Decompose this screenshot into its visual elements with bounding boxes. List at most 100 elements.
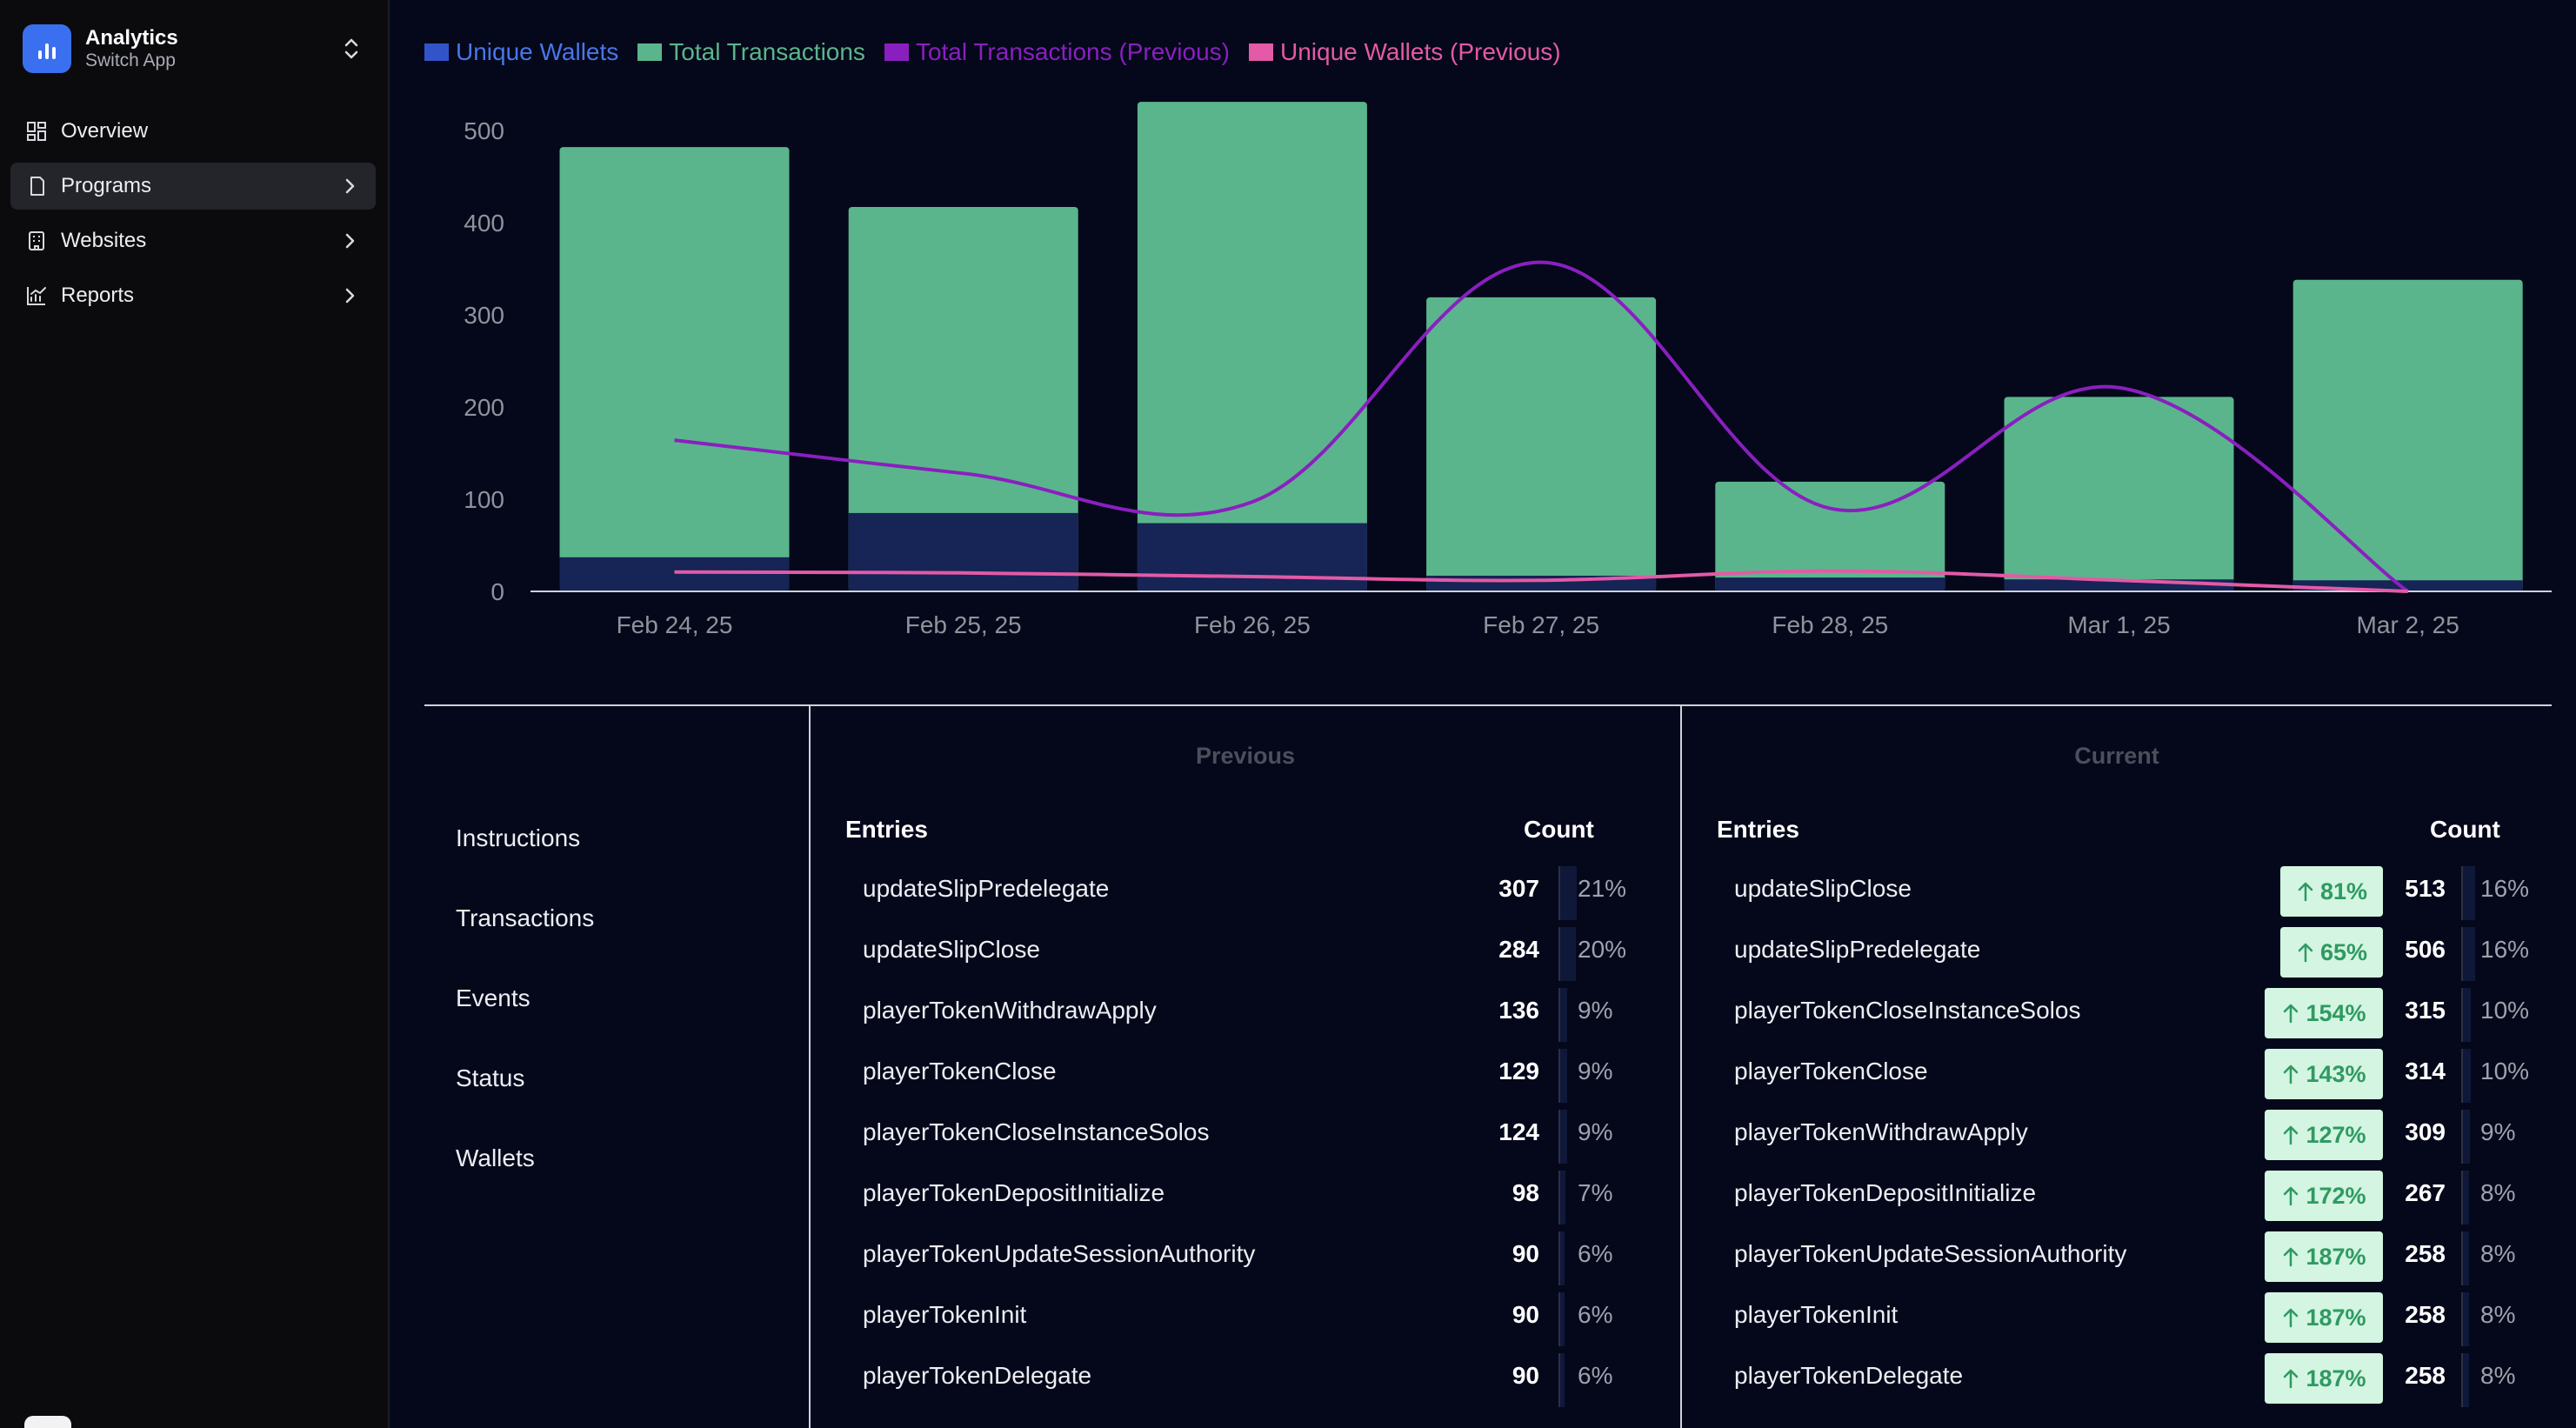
change-value: 154%: [2306, 999, 2366, 1026]
bar-unique-wallets: [559, 557, 790, 591]
tab-events[interactable]: Events: [456, 984, 531, 1011]
table-row[interactable]: playerTokenDepositInitialize 98 7%: [811, 1167, 1680, 1228]
legend-swatch: [1248, 43, 1273, 61]
change-badge: 187%: [2265, 1231, 2383, 1282]
legend-item[interactable]: Unique Wallets (Previous): [1248, 38, 1561, 66]
arrow-up-icon: [2298, 882, 2313, 902]
sidebar-item-overview[interactable]: Overview: [10, 108, 376, 155]
entry-name: playerTokenDepositInitialize: [1734, 1179, 2037, 1206]
entry-name: updateSlipPredelegate: [863, 875, 1110, 902]
app-name: Analytics: [85, 26, 178, 50]
change-value: 143%: [2306, 1060, 2366, 1087]
current-panel: Current Entries Count updateSlipClose 513…: [1680, 706, 2552, 1428]
table-row[interactable]: updateSlipPredelegate 307 21%: [811, 863, 1680, 924]
sidebar: Analytics Switch App Overview Programs Web…: [0, 0, 390, 1428]
tab-status[interactable]: Status: [456, 1064, 525, 1091]
arrow-up-icon: [2284, 1125, 2299, 1145]
table-row[interactable]: playerTokenDelegate 90 6%: [811, 1350, 1680, 1411]
sidebar-item-label: Reports: [61, 284, 135, 307]
bar-unique-wallets: [1137, 523, 1367, 591]
share-bar: [1560, 1292, 1565, 1346]
bar-total-transactions: [559, 147, 790, 591]
entry-percent: 8%: [2480, 1301, 2516, 1328]
legend-item[interactable]: Unique Wallets: [424, 38, 618, 66]
entry-name: playerTokenClose: [1734, 1058, 1928, 1084]
legend-item[interactable]: Total Transactions: [637, 38, 865, 66]
entry-count: 309: [2405, 1118, 2446, 1145]
entry-name: playerTokenInit: [863, 1301, 1027, 1328]
table-row[interactable]: playerTokenCloseInstanceSolos 315 10% 154%: [1682, 984, 2552, 1045]
change-value: 127%: [2306, 1121, 2366, 1148]
x-tick-label: Feb 25, 25: [905, 611, 1022, 638]
current-count-header: Count: [2430, 816, 2500, 843]
line-total-transactions-previous: [674, 260, 2409, 593]
table-row[interactable]: playerTokenInit 90 6%: [811, 1289, 1680, 1350]
y-tick-label: 100: [464, 486, 504, 513]
change-badge: 65%: [2280, 927, 2383, 978]
entry-percent: 9%: [1578, 1118, 1613, 1145]
section-divider: [424, 704, 2552, 706]
sidebar-item-websites[interactable]: Websites: [10, 217, 376, 264]
table-row[interactable]: playerTokenWithdrawApply 136 9%: [811, 984, 1680, 1045]
y-tick-label: 0: [491, 578, 504, 605]
share-bar-axis: [2461, 866, 2463, 920]
entry-count: 258: [2405, 1362, 2446, 1389]
share-bar: [2463, 988, 2471, 1042]
arrow-up-icon: [2284, 1369, 2299, 1389]
x-tick-label: Feb 27, 25: [1483, 611, 1599, 638]
share-bar: [2463, 927, 2475, 981]
current-title: Current: [2074, 743, 2159, 769]
entry-percent: 8%: [2480, 1179, 2516, 1206]
arrow-up-icon: [2284, 1186, 2299, 1206]
x-tick-label: Mar 2, 25: [2357, 611, 2459, 638]
table-row[interactable]: playerTokenUpdateSessionAuthority 258 8% 18…: [1682, 1228, 2552, 1289]
entry-name: playerTokenWithdrawApply: [1734, 1118, 2028, 1145]
table-row[interactable]: playerTokenCloseInstanceSolos 124 9%: [811, 1106, 1680, 1167]
entry-percent: 8%: [2480, 1240, 2516, 1267]
y-tick-label: 200: [464, 394, 504, 421]
table-row[interactable]: playerTokenDelegate 258 8% 187%: [1682, 1350, 2552, 1411]
legend-label: Total Transactions: [669, 38, 865, 65]
previous-title: Previous: [1195, 743, 1296, 769]
share-bar: [1560, 1353, 1565, 1407]
arrow-up-icon: [2298, 943, 2313, 963]
table-row[interactable]: playerTokenInit 258 8% 187%: [1682, 1289, 2552, 1350]
legend-swatch: [637, 43, 663, 61]
legend-swatch: [884, 43, 909, 61]
app-switcher-text: Analytics Switch App: [85, 26, 178, 71]
legend-item[interactable]: Total Transactions (Previous): [884, 38, 1230, 66]
sidebar-item-programs[interactable]: Programs: [10, 163, 376, 210]
entry-count: 129: [1498, 1058, 1539, 1084]
table-row[interactable]: updateSlipClose 284 20%: [811, 924, 1680, 984]
table-row[interactable]: updateSlipClose 513 16% 81%: [1682, 863, 2552, 924]
share-bar-axis: [1558, 866, 1560, 920]
share-bar: [2463, 1353, 2469, 1407]
table-row[interactable]: playerTokenWithdrawApply 309 9% 127%: [1682, 1106, 2552, 1167]
entry-name: playerTokenDelegate: [863, 1362, 1092, 1389]
previous-count-header: Count: [1524, 816, 1594, 843]
table-row[interactable]: playerTokenUpdateSessionAuthority 90 6%: [811, 1228, 1680, 1289]
entry-percent: 7%: [1578, 1179, 1613, 1206]
sidebar-nav: Overview Programs Websites Reports: [10, 108, 376, 327]
bar-total-transactions: [2292, 279, 2523, 591]
table-row[interactable]: playerTokenClose 314 10% 143%: [1682, 1045, 2552, 1106]
share-bar-axis: [2461, 988, 2463, 1042]
building-icon: [29, 231, 44, 250]
sidebar-item-reports[interactable]: Reports: [10, 272, 376, 319]
sidebar-item-label: Overview: [61, 119, 149, 143]
tab-transactions[interactable]: Transactions: [456, 904, 595, 931]
change-value: 187%: [2306, 1304, 2366, 1331]
entry-percent: 16%: [2480, 936, 2530, 963]
bottom-toggle[interactable]: [24, 1416, 71, 1428]
previous-panel: Previous Entries Count updateSlipPredele…: [809, 706, 1680, 1428]
tab-instructions[interactable]: Instructions: [456, 824, 581, 851]
table-row[interactable]: playerTokenDepositInitialize 267 8% 172%: [1682, 1167, 2552, 1228]
table-row[interactable]: playerTokenClose 129 9%: [811, 1045, 1680, 1106]
table-row[interactable]: updateSlipPredelegate 506 16% 65%: [1682, 924, 2552, 984]
share-bar-axis: [1558, 1171, 1560, 1224]
entry-count: 98: [1512, 1179, 1539, 1206]
metric-tabs: Instructions Transactions Events Status Wall…: [456, 824, 594, 1224]
app-switcher[interactable]: Analytics Switch App: [12, 16, 377, 82]
share-bar: [2463, 1171, 2469, 1224]
tab-wallets[interactable]: Wallets: [456, 1144, 535, 1171]
